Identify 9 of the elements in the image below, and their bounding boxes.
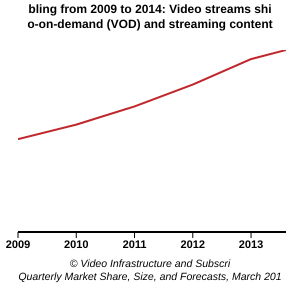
text: Quarterly Market Share, Size, and Forecasts, March 201 <box>17 271 283 284</box>
chart-subtitle: o-on-demand (VOD) and streaming content <box>26 17 274 32</box>
x-tick-label: 2013 <box>238 238 264 251</box>
x-tick-label: 2012 <box>180 238 206 251</box>
text: © Video Infrastructure and Subscri <box>68 258 232 271</box>
x-tick-label: 2009 <box>6 238 30 251</box>
chart-title: bling from 2009 to 2014: Video streams shi <box>27 2 273 17</box>
x-tick-label: 2010 <box>64 238 89 251</box>
x-tick-label: 2011 <box>122 238 146 251</box>
